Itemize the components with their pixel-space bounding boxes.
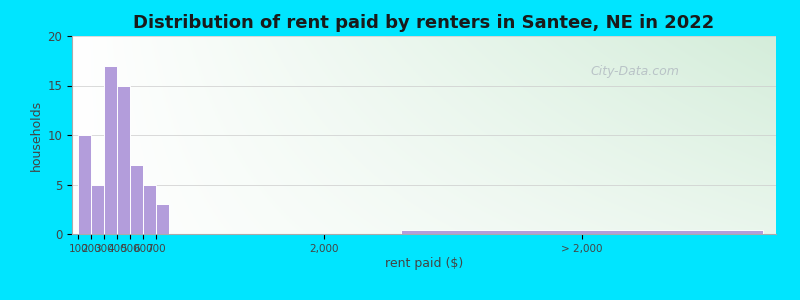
Y-axis label: households: households	[30, 99, 43, 171]
Bar	[78, 135, 91, 234]
Bar	[143, 184, 156, 234]
Text: City-Data.com: City-Data.com	[590, 65, 680, 78]
Bar	[118, 85, 130, 234]
Bar	[91, 184, 104, 234]
Bar	[156, 204, 169, 234]
X-axis label: rent paid ($): rent paid ($)	[385, 256, 463, 269]
Title: Distribution of rent paid by renters in Santee, NE in 2022: Distribution of rent paid by renters in …	[134, 14, 714, 32]
Bar	[130, 165, 142, 234]
Bar	[104, 66, 117, 234]
Bar	[402, 230, 763, 234]
